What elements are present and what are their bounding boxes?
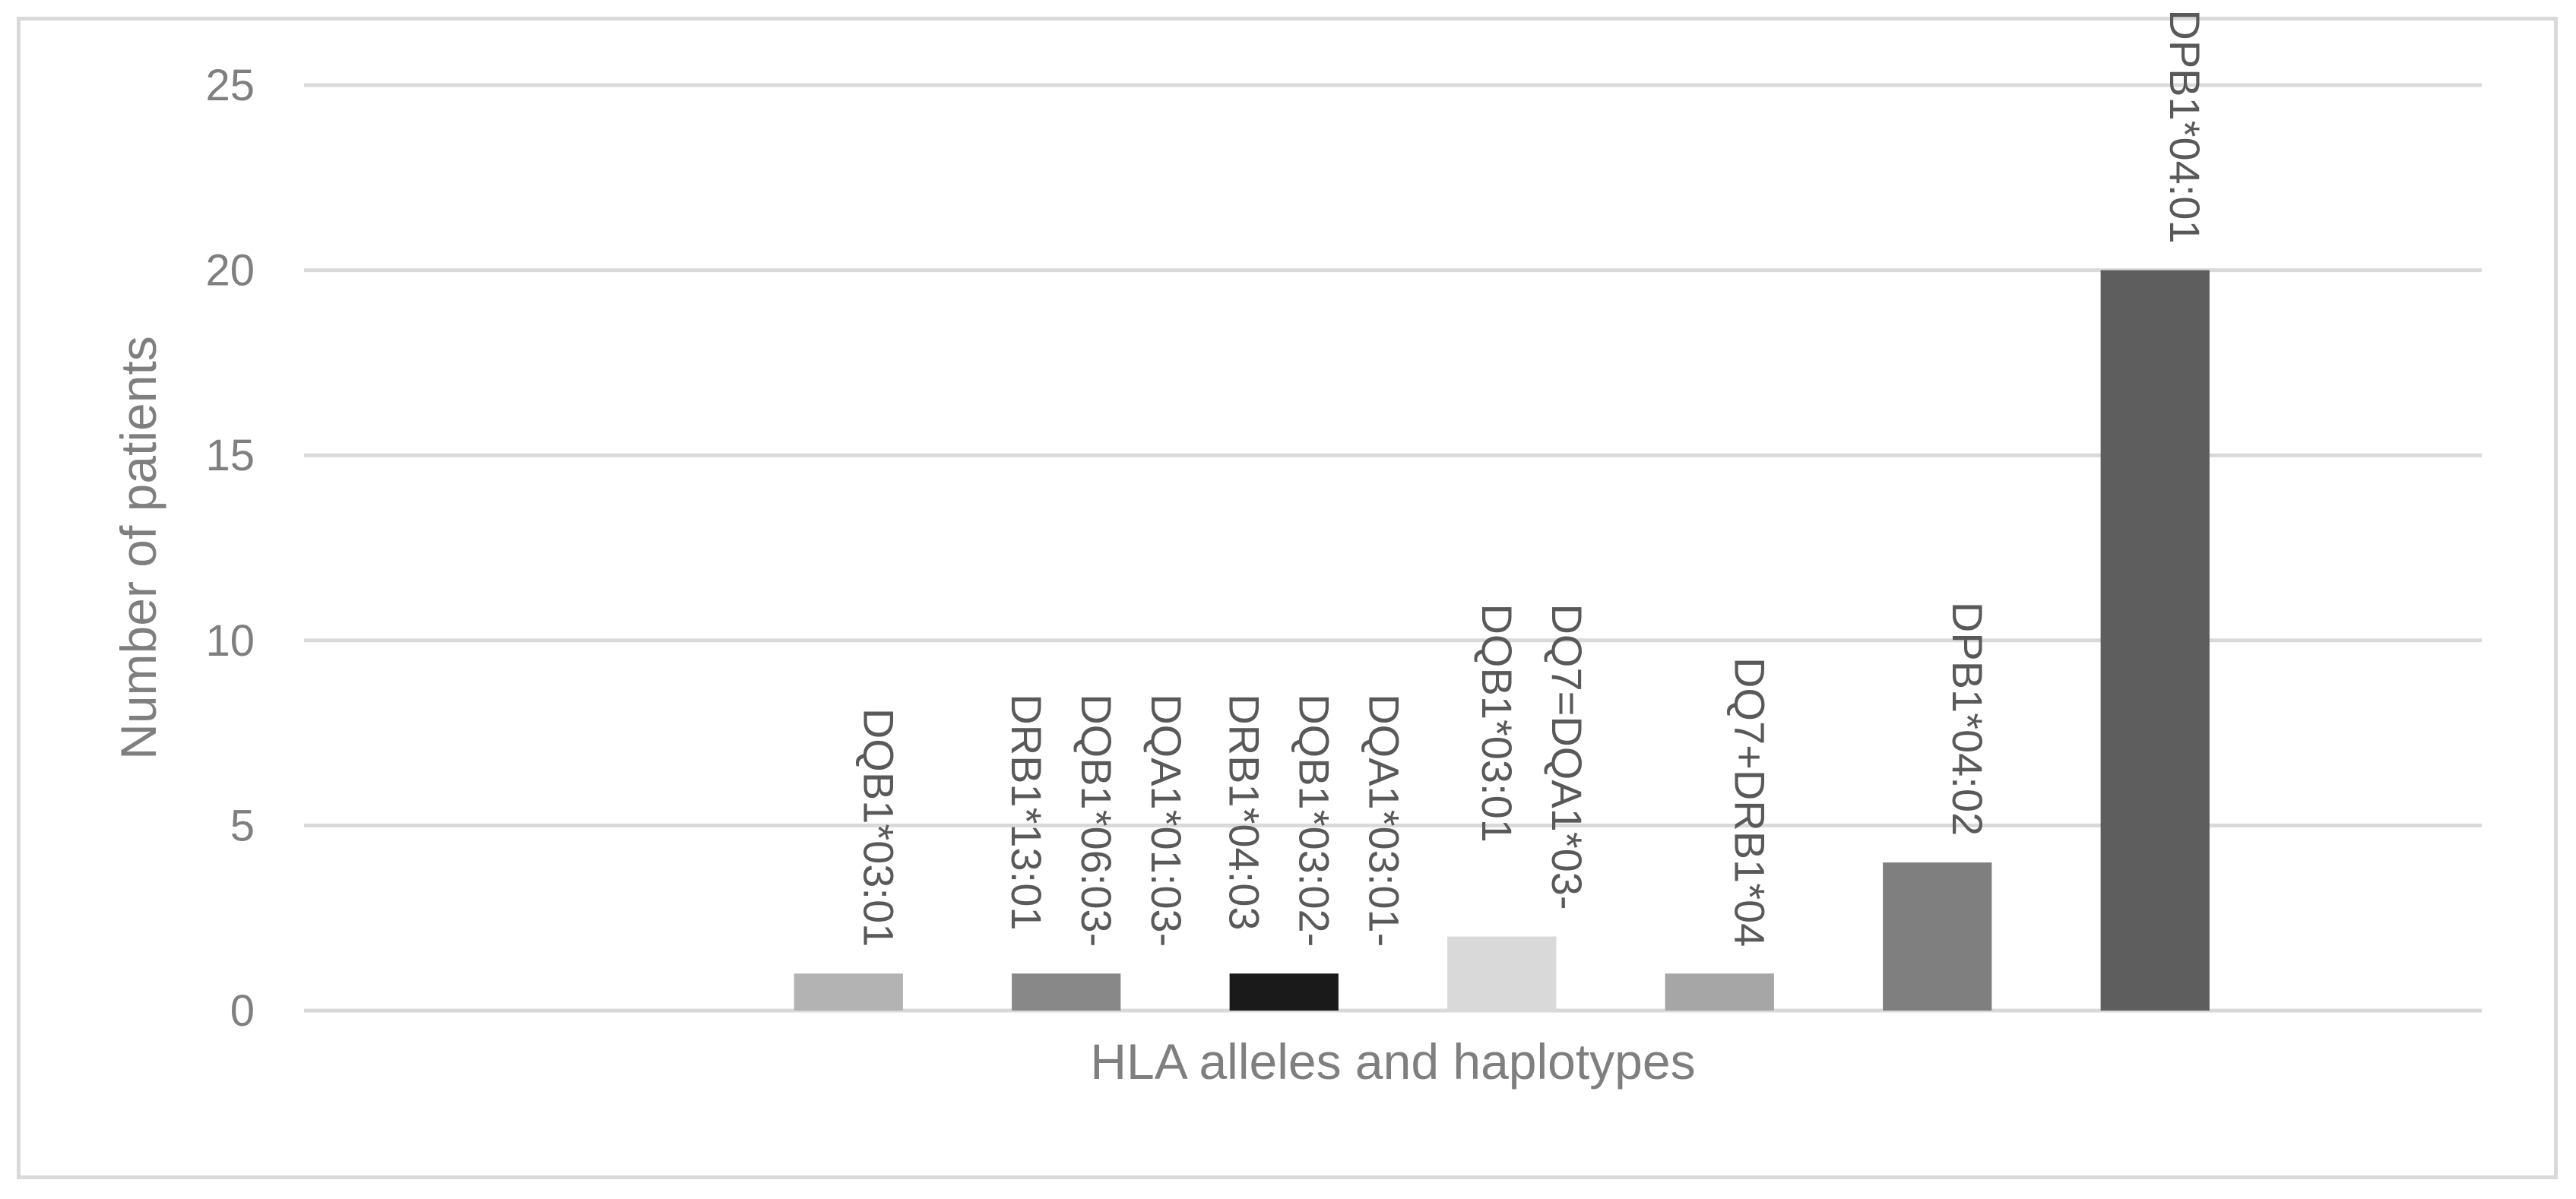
bar	[1883, 862, 1992, 1011]
y-axis-title: Number of patients	[110, 336, 166, 760]
bar-label: DQA1*01:03- DQB1*06:03- DRB1*13:01	[1003, 694, 1190, 947]
bar-label-line: DRB1*04:03	[1220, 694, 1268, 930]
y-tick-labels: 0 5 10 15 20 25	[205, 61, 255, 1036]
bar-label-line: DQ7+DRB1*04	[1725, 657, 1773, 947]
bar-label-line: DPB1*04:01	[2161, 9, 2209, 243]
bar-label: DPB1*04:02	[1944, 602, 1991, 836]
bar	[1012, 973, 1121, 1011]
x-axis-title: HLA alleles and haplotypes	[1090, 1033, 1695, 1090]
y-tick-label: 5	[230, 801, 255, 850]
bar-label: DQ7=DQA1*03- DQB1*03:01	[1473, 603, 1591, 910]
y-tick-label: 0	[230, 986, 255, 1036]
bar	[794, 973, 903, 1011]
y-tick-label: 10	[205, 616, 255, 666]
bar-label-line: DRB1*13:01	[1003, 694, 1050, 930]
bar	[1665, 973, 1774, 1011]
bar	[2100, 270, 2210, 1011]
bar-label-line: DQB1*06:03-	[1073, 694, 1120, 947]
bar-label-line: DQB1*03:02-	[1290, 694, 1338, 947]
bar-label-line: DQA1*01:03-	[1142, 694, 1190, 947]
y-tick-label: 25	[205, 61, 255, 110]
bar-label-line: DPB1*04:02	[1944, 602, 1991, 836]
y-tick-label: 20	[205, 246, 255, 296]
bar-label: DQ7+DRB1*04	[1725, 657, 1773, 947]
bar-label: DPB1*04:01	[2161, 9, 2209, 243]
bar-label: DQA1*03:01- DQB1*03:02- DRB1*04:03	[1220, 694, 1408, 947]
bar-label-line: DQB1*03:01	[854, 708, 902, 947]
bar-label: DQB1*03:01	[854, 708, 902, 947]
bar-label-line: DQA1*03:01-	[1360, 694, 1408, 947]
y-tick-label: 15	[205, 431, 255, 480]
bar	[1447, 936, 1557, 1011]
bars	[794, 270, 2210, 1011]
bar-labels: DQB1*03:01 DQA1*01:03- DQB1*06:03- DRB1*13:…	[854, 9, 2209, 947]
bar	[1229, 973, 1339, 1011]
bar-label-line: DQ7=DQA1*03-	[1543, 603, 1591, 910]
bar-label-line: DQB1*03:01	[1473, 603, 1521, 842]
